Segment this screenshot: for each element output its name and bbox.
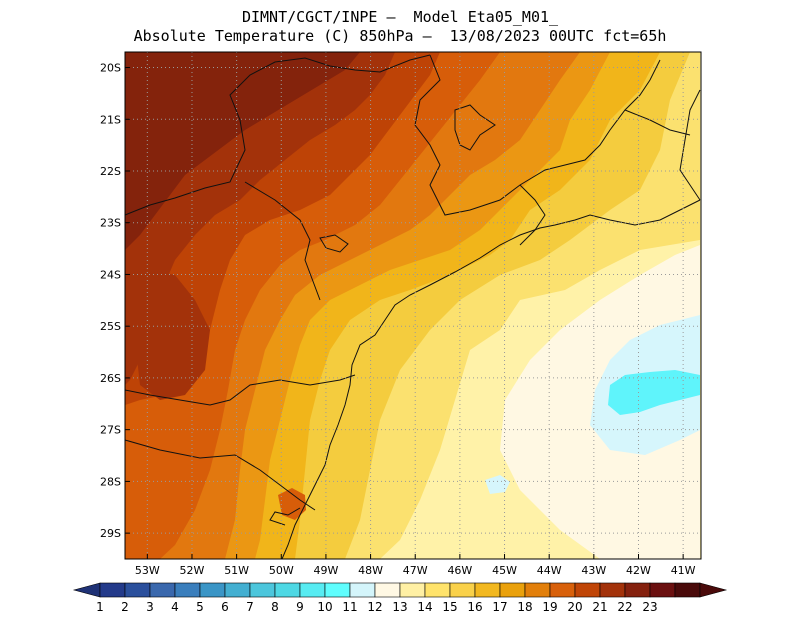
colorbar-label: 4 — [171, 600, 179, 614]
colorbar-label: 7 — [246, 600, 254, 614]
lon-tick-label: 43W — [581, 564, 606, 577]
grid — [125, 52, 701, 559]
contour-21C-pocket — [135, 270, 210, 400]
colorbar-label: 18 — [517, 600, 532, 614]
lon-tick-label: 51W — [224, 564, 249, 577]
lon-tick-label: 45W — [492, 564, 517, 577]
temperature-field — [125, 52, 701, 559]
lon-tick-label: 44W — [537, 564, 562, 577]
colorbar-label: 6 — [221, 600, 229, 614]
colorbar-label: 13 — [392, 600, 407, 614]
lon-tick-label: 50W — [269, 564, 294, 577]
colorbar-label: 12 — [367, 600, 382, 614]
colorbar-swatch — [524, 582, 551, 598]
colorbar-swatch — [649, 582, 676, 598]
colorbar-label: 14 — [417, 600, 432, 614]
colorbar-label: 2 — [121, 600, 129, 614]
lat-tick-label: 21S — [100, 113, 121, 126]
lon-tick-label: 41W — [671, 564, 696, 577]
colorbar-swatch — [299, 582, 326, 598]
colorbar-label: 1 — [96, 600, 104, 614]
colorbar-label: 16 — [467, 600, 482, 614]
title-line-2: Absolute Temperature (C) 850hPa – 13/08/… — [133, 27, 667, 45]
colorbar-label: 5 — [196, 600, 204, 614]
colorbar-label: 11 — [342, 600, 357, 614]
lon-tick-label: 53W — [135, 564, 160, 577]
lon-tick-label: 47W — [403, 564, 428, 577]
colorbar-swatch — [124, 582, 151, 598]
longitude-labels: 53W 52W 51W 50W 49W 48W 47W 46W 45W 44W 43W 42W 41W — [135, 554, 696, 577]
colorbar-swatch — [624, 582, 651, 598]
lon-tick-label: 46W — [447, 564, 472, 577]
colorbar: 1 2 3 4 5 6 7 8 9 10 11 12 13 14 15 16 17 18 19 20 21 22 23 — [72, 582, 728, 614]
lat-tick-label: 25S — [100, 320, 121, 333]
colorbar-label: 21 — [592, 600, 607, 614]
contour-19C-spot — [278, 488, 306, 520]
colorbar-swatch — [424, 582, 451, 598]
colorbar-label: 8 — [271, 600, 279, 614]
lon-tick-label: 48W — [358, 564, 383, 577]
contour-22C — [125, 52, 360, 250]
boundaries — [125, 54, 701, 559]
lat-tick-label: 22S — [100, 165, 121, 178]
lon-tick-label: 49W — [313, 564, 338, 577]
latitude-labels: 20S 21S 22S 23S 24S 25S 26S 27S 28S 29S — [100, 62, 130, 540]
colorbar-swatch — [249, 582, 276, 598]
colorbar-label: 22 — [617, 600, 632, 614]
lat-tick-label: 23S — [100, 217, 121, 230]
colorbar-swatch — [374, 582, 401, 598]
colorbar-swatch — [474, 582, 501, 598]
title-line-1: DIMNT/CGCT/INPE – Model Eta05_M01_ — [241, 8, 559, 26]
lat-tick-label: 28S — [100, 475, 121, 488]
colorbar-swatch — [149, 582, 176, 598]
colorbar-label: 17 — [492, 600, 507, 614]
colorbar-swatch — [224, 582, 251, 598]
contour-11C-small — [485, 475, 510, 494]
colorbar-label: 20 — [567, 600, 582, 614]
contour-10C — [608, 370, 700, 415]
colorbar-swatch — [499, 582, 526, 598]
colorbar-swatch — [449, 582, 476, 598]
colorbar-swatch — [174, 582, 201, 598]
colorbar-swatch — [399, 582, 426, 598]
colorbar-swatch — [274, 582, 301, 598]
colorbar-left-arrow — [72, 582, 101, 598]
lat-tick-label: 27S — [100, 424, 121, 437]
colorbar-label: 3 — [146, 600, 154, 614]
lat-tick-label: 24S — [100, 268, 121, 281]
lat-tick-label: 26S — [100, 372, 121, 385]
colorbar-swatch — [599, 582, 626, 598]
colorbar-swatch — [674, 582, 701, 598]
colorbar-right-arrow — [699, 582, 728, 598]
colorbar-swatch — [549, 582, 576, 598]
colorbar-swatch — [574, 582, 601, 598]
lon-tick-label: 42W — [626, 564, 651, 577]
colorbar-label: 23 — [642, 600, 657, 614]
lon-tick-label: 52W — [180, 564, 205, 577]
colorbar-swatch — [349, 582, 376, 598]
colorbar-swatch — [324, 582, 351, 598]
map-frame — [124, 51, 702, 560]
colorbar-swatch — [199, 582, 226, 598]
colorbar-label: 10 — [317, 600, 332, 614]
colorbar-label: 19 — [542, 600, 557, 614]
colorbar-label: 15 — [442, 600, 457, 614]
colorbar-label: 9 — [296, 600, 304, 614]
lat-tick-label: 29S — [100, 527, 121, 540]
colorbar-swatch — [99, 582, 126, 598]
lat-tick-label: 20S — [100, 62, 121, 75]
